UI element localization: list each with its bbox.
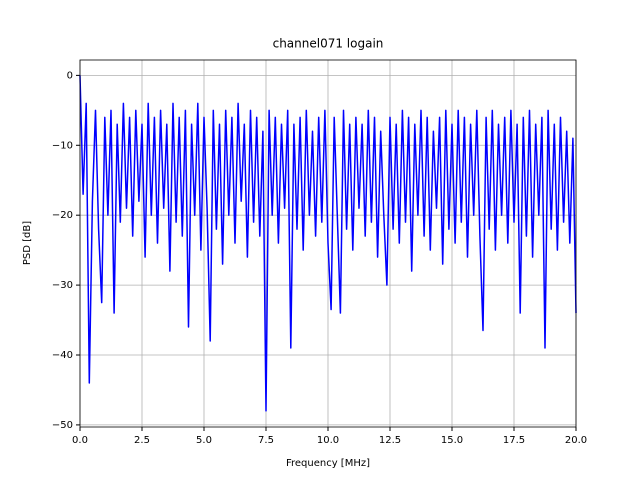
y-tick-label: −20 bbox=[52, 210, 73, 221]
y-tick-label: 0 bbox=[67, 70, 73, 81]
psd-line bbox=[79, 75, 577, 412]
x-tick-label: 12.5 bbox=[379, 435, 401, 446]
x-tick-label: 5.0 bbox=[196, 435, 212, 446]
x-tick-label: 20.0 bbox=[565, 435, 587, 446]
x-tick-label: 0.0 bbox=[72, 435, 88, 446]
y-tick-label: −30 bbox=[52, 280, 73, 291]
x-tick-label: 10.0 bbox=[317, 435, 339, 446]
y-axis-label: PSD [dB] bbox=[22, 221, 33, 265]
x-tick-label: 7.5 bbox=[258, 435, 274, 446]
x-axis-label: Frequency [MHz] bbox=[286, 458, 370, 469]
x-tick-label: 17.5 bbox=[503, 435, 525, 446]
y-tick-label: −50 bbox=[52, 420, 73, 431]
x-tick-label: 15.0 bbox=[441, 435, 463, 446]
y-tick-label: −40 bbox=[52, 350, 73, 361]
chart-title: channel071 logain bbox=[273, 37, 384, 51]
x-tick-label: 2.5 bbox=[134, 435, 150, 446]
y-tick-label: −10 bbox=[52, 140, 73, 151]
plot-frame bbox=[79, 59, 577, 428]
